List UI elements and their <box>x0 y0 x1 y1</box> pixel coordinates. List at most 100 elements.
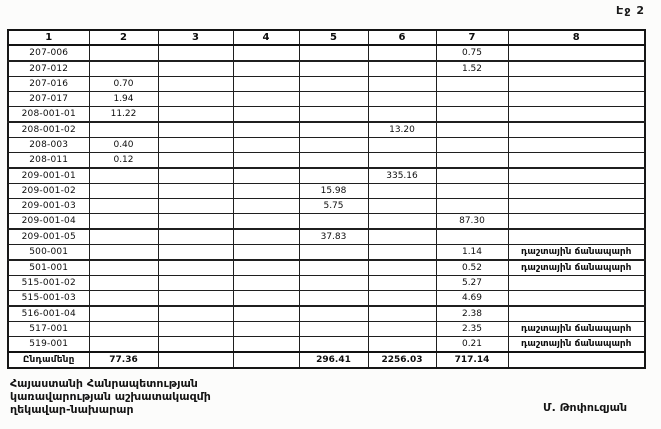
note-cell <box>507 351 646 369</box>
note-cell: դաշտային ճանապարհ.ճ <box>507 259 646 276</box>
value-cell: 1.14 <box>435 244 509 261</box>
row-code-cell: 209-001-05 <box>7 228 90 245</box>
value-cell <box>435 106 509 123</box>
table-row: 207-006 0.75 <box>7 44 646 62</box>
footer-org-line-1: Հայաստանի Հանրապետության <box>10 377 198 390</box>
value-cell <box>157 259 234 276</box>
table-row: 209-001-05 37.83 <box>7 228 646 245</box>
note-cell <box>507 152 646 169</box>
value-cell: 0.70 <box>88 76 159 92</box>
row-code-cell: 207-016 <box>7 76 90 92</box>
note-cell <box>507 44 646 62</box>
value-cell: 4.69 <box>435 290 509 307</box>
value-cell <box>232 244 300 261</box>
value-cell <box>367 244 437 261</box>
table-row: 209-001-01 335.16 <box>7 167 646 184</box>
value-cell: 37.83 <box>298 228 369 245</box>
value-cell <box>88 121 159 138</box>
footer-org-line-2: կառավարության աշխատակազմի <box>10 390 211 403</box>
value-cell <box>298 91 369 107</box>
value-cell <box>367 228 437 245</box>
note-cell: դաշտային ճանապարհ.ճ <box>507 244 646 261</box>
value-cell: 335.16 <box>367 167 437 184</box>
page-number-label: Էջ 2 <box>616 4 645 17</box>
value-cell <box>298 213 369 230</box>
row-code-cell: 209-001-01 <box>7 167 90 184</box>
value-cell: 77.36 <box>88 351 159 369</box>
value-cell <box>157 321 234 337</box>
row-code-cell: 209-001-02 <box>7 183 90 199</box>
value-cell <box>298 167 369 184</box>
value-cell <box>367 152 437 169</box>
signature-name: Մ. Թոփուզյան <box>543 401 628 414</box>
value-cell: 15.98 <box>298 183 369 199</box>
value-cell <box>88 259 159 276</box>
value-cell <box>232 121 300 138</box>
value-cell <box>435 76 509 92</box>
value-cell: 0.52 <box>435 259 509 276</box>
value-cell <box>232 44 300 62</box>
column-header-7: 7 <box>435 29 509 46</box>
value-cell <box>232 106 300 123</box>
value-cell <box>367 305 437 322</box>
value-cell <box>232 336 300 353</box>
value-cell <box>298 121 369 138</box>
column-header-8: 8 <box>507 29 646 46</box>
value-cell <box>298 336 369 353</box>
value-cell <box>88 336 159 353</box>
note-cell <box>507 106 646 123</box>
value-cell: 2.35 <box>435 321 509 337</box>
total-label-cell: Ընդամենը <box>7 351 90 369</box>
value-cell: 296.41 <box>298 351 369 369</box>
value-cell <box>88 305 159 322</box>
column-header-2: 2 <box>88 29 159 46</box>
value-cell <box>88 228 159 245</box>
note-cell <box>507 305 646 322</box>
note-cell <box>507 275 646 291</box>
value-cell: 2.38 <box>435 305 509 322</box>
value-cell <box>298 137 369 153</box>
note-cell <box>507 76 646 92</box>
value-cell: 11.22 <box>88 106 159 123</box>
value-cell <box>157 60 234 77</box>
value-cell <box>367 213 437 230</box>
value-cell: 0.40 <box>88 137 159 153</box>
row-code-cell: 501-001 <box>7 259 90 276</box>
value-cell <box>88 244 159 261</box>
value-cell <box>435 228 509 245</box>
table-row: 209-001-04 87.30 <box>7 213 646 230</box>
value-cell: 0.12 <box>88 152 159 169</box>
value-cell <box>232 321 300 337</box>
table-row: 515-001-03 4.69 <box>7 290 646 307</box>
value-cell <box>157 275 234 291</box>
row-code-cell: 208-001-02 <box>7 121 90 138</box>
value-cell <box>157 137 234 153</box>
row-code-cell: 209-001-03 <box>7 198 90 214</box>
value-cell <box>88 275 159 291</box>
value-cell <box>88 213 159 230</box>
value-cell <box>232 60 300 77</box>
value-cell <box>157 351 234 369</box>
column-header-4: 4 <box>232 29 300 46</box>
note-cell <box>507 198 646 214</box>
value-cell <box>435 91 509 107</box>
row-code-cell: 519-001 <box>7 336 90 353</box>
value-cell <box>232 183 300 199</box>
value-cell <box>367 44 437 62</box>
table-row: 207-016 0.70 <box>7 76 646 92</box>
value-cell: 2256.03 <box>367 351 437 369</box>
value-cell <box>157 152 234 169</box>
value-cell <box>367 91 437 107</box>
note-cell <box>507 137 646 153</box>
value-cell <box>232 167 300 184</box>
value-cell <box>88 44 159 62</box>
row-code-cell: 207-012 <box>7 60 90 77</box>
value-cell <box>157 76 234 92</box>
value-cell <box>298 106 369 123</box>
table-row: 209-001-03 5.75 <box>7 198 646 214</box>
value-cell <box>157 305 234 322</box>
note-cell <box>507 213 646 230</box>
